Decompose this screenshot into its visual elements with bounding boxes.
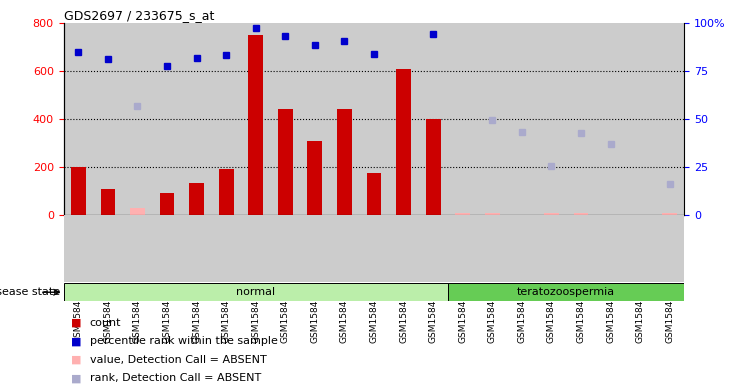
Bar — [300, 23, 330, 215]
Bar — [625, 215, 654, 282]
Bar — [662, 213, 677, 215]
Bar — [448, 283, 684, 301]
Bar — [337, 109, 352, 215]
Bar — [182, 23, 212, 215]
Text: GDS2697 / 233675_s_at: GDS2697 / 233675_s_at — [64, 9, 214, 22]
Text: ■: ■ — [71, 355, 82, 365]
Bar — [100, 189, 115, 215]
Text: teratozoospermia: teratozoospermia — [517, 287, 615, 297]
Bar — [574, 213, 589, 215]
Text: value, Detection Call = ABSENT: value, Detection Call = ABSENT — [90, 355, 266, 365]
Text: ■: ■ — [71, 318, 82, 328]
Bar — [396, 69, 411, 215]
Text: normal: normal — [236, 287, 275, 297]
Text: count: count — [90, 318, 121, 328]
Bar — [182, 215, 212, 282]
Bar — [307, 141, 322, 215]
Bar — [389, 215, 418, 282]
Bar — [566, 215, 595, 282]
Bar — [566, 23, 595, 215]
Bar — [477, 23, 507, 215]
Bar — [426, 119, 441, 215]
Bar — [654, 23, 684, 215]
Bar — [595, 215, 625, 282]
Bar — [241, 23, 271, 215]
Text: rank, Detection Call = ABSENT: rank, Detection Call = ABSENT — [90, 373, 261, 383]
Bar — [544, 213, 559, 215]
Bar — [330, 215, 359, 282]
Bar — [359, 215, 389, 282]
Bar — [418, 215, 448, 282]
Bar — [64, 215, 94, 282]
Bar — [71, 167, 86, 215]
Bar — [123, 215, 153, 282]
Bar — [485, 213, 500, 215]
Bar — [271, 215, 300, 282]
Bar — [64, 23, 94, 215]
Bar — [418, 23, 448, 215]
Bar — [153, 215, 182, 282]
Bar — [595, 23, 625, 215]
Bar — [507, 215, 536, 282]
Bar — [278, 109, 292, 215]
Bar — [218, 169, 233, 215]
Text: ■: ■ — [71, 373, 82, 383]
Bar — [159, 194, 174, 215]
Bar — [625, 23, 654, 215]
Bar — [448, 215, 477, 282]
Text: percentile rank within the sample: percentile rank within the sample — [90, 336, 278, 346]
Bar — [330, 23, 359, 215]
Bar — [477, 215, 507, 282]
Text: ■: ■ — [71, 336, 82, 346]
Bar — [448, 23, 477, 215]
Bar — [94, 215, 123, 282]
Bar — [212, 23, 241, 215]
Bar — [359, 23, 389, 215]
Bar — [241, 215, 271, 282]
Bar — [507, 23, 536, 215]
Bar — [153, 23, 182, 215]
Bar — [300, 215, 330, 282]
Bar — [389, 23, 418, 215]
Bar — [123, 23, 153, 215]
Text: disease state: disease state — [0, 287, 60, 297]
Bar — [248, 35, 263, 215]
Bar — [212, 215, 241, 282]
Bar — [367, 173, 381, 215]
Bar — [271, 23, 300, 215]
Bar — [189, 183, 204, 215]
Bar — [654, 215, 684, 282]
Bar — [130, 208, 145, 215]
Bar — [456, 213, 470, 215]
Bar — [536, 23, 566, 215]
Bar — [536, 215, 566, 282]
Bar — [64, 283, 448, 301]
Bar — [94, 23, 123, 215]
